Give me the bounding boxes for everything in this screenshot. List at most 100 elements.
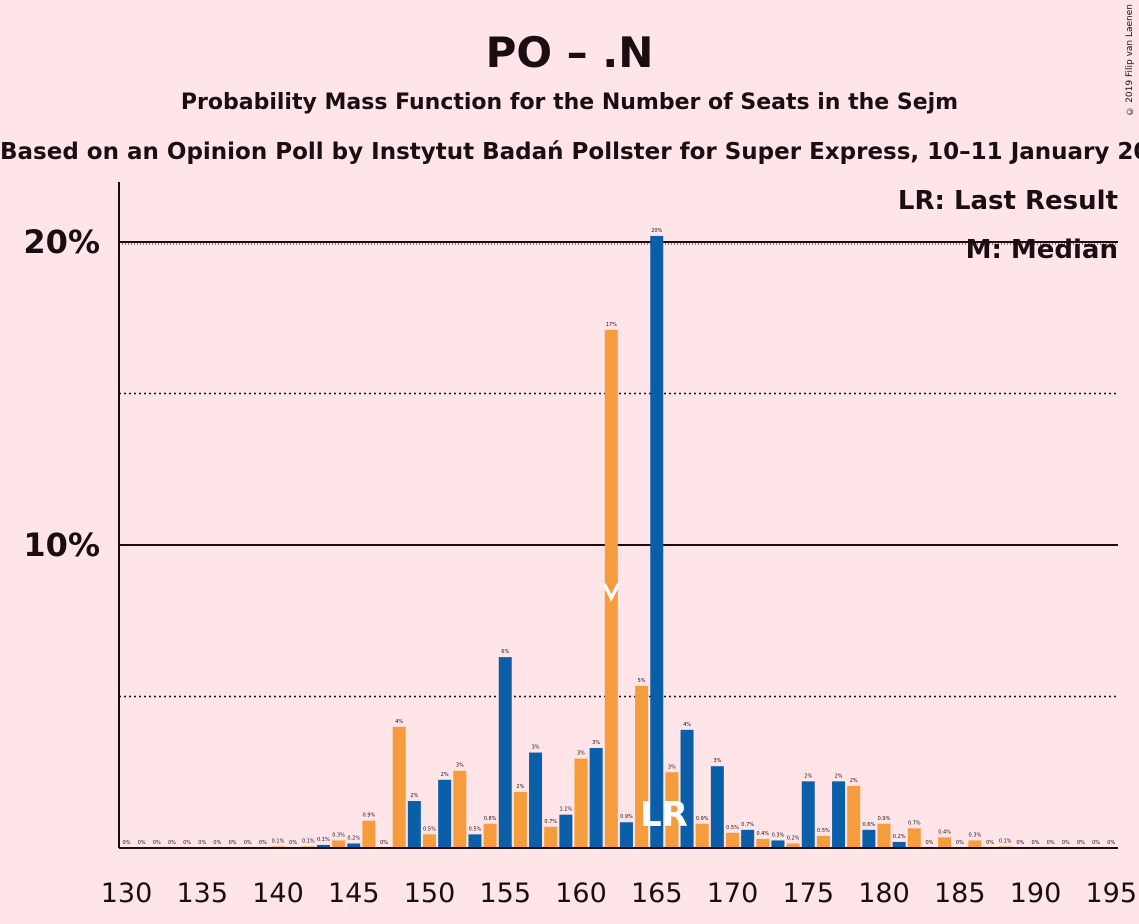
data-label: 0% (259, 840, 267, 846)
x-tick-label: 155 (479, 878, 531, 909)
data-label: 3% (713, 758, 721, 764)
x-tick-label: 170 (707, 878, 759, 909)
data-label: 0.5% (423, 826, 436, 832)
bar-seats-166 (665, 772, 679, 848)
bar-seats-167 (680, 729, 694, 848)
data-label: 0.8% (484, 816, 497, 822)
data-label: 0% (183, 840, 191, 846)
bar-seats-146 (362, 820, 376, 848)
bar-seats-148 (392, 726, 406, 848)
data-label: 0.6% (862, 822, 875, 828)
bar-seats-173 (771, 840, 785, 848)
data-label: 0.4% (756, 831, 769, 837)
bar-seats-177 (832, 781, 846, 848)
data-label: 2% (410, 793, 418, 799)
data-label: 0.3% (332, 832, 345, 838)
bar-seats-152 (453, 770, 467, 848)
bar-seats-176 (816, 835, 830, 848)
data-label: 0% (1092, 840, 1100, 846)
bar-seats-156 (513, 791, 527, 848)
chart-source-subtitle: Based on an Opinion Poll by Instytut Bad… (0, 139, 1139, 165)
data-label: 0.2% (347, 835, 360, 841)
bar-seats-179 (862, 829, 876, 848)
data-label: 0.9% (620, 814, 633, 820)
bar-seats-145 (347, 843, 361, 848)
data-label: 0% (1032, 840, 1040, 846)
data-label: 0.4% (938, 829, 951, 835)
data-label: 3% (592, 740, 600, 746)
data-label: 0.1% (302, 838, 315, 844)
bar-seats-161 (589, 748, 603, 848)
bar-seats-150 (423, 834, 436, 848)
bar-seats-163 (619, 822, 633, 848)
data-label: 0% (213, 840, 221, 846)
bar-seats-157 (529, 752, 543, 848)
data-label: 0.9% (696, 816, 709, 822)
bar-seats-169 (710, 766, 724, 848)
data-label: 0.2% (787, 835, 800, 841)
x-tick-label: 130 (101, 878, 153, 909)
bar-seats-186 (968, 840, 982, 848)
bar-seats-184 (938, 837, 952, 848)
median-marker (602, 583, 620, 602)
data-label: 0% (138, 840, 146, 846)
chart-subtitle: Probability Mass Function for the Number… (180, 90, 959, 115)
data-label: 0% (1062, 840, 1070, 846)
chart-title: PO – .N (485, 28, 654, 77)
x-tick-label: 160 (555, 878, 607, 909)
y-tick-label: 20% (23, 223, 100, 261)
data-label: 0% (123, 840, 131, 846)
x-tick-label: 175 (782, 878, 834, 909)
bar-seats-182 (907, 828, 921, 848)
bar-seats-160 (574, 758, 588, 848)
bar-seats-155 (498, 657, 512, 848)
data-label: 0.5% (469, 826, 482, 832)
bar-seats-151 (438, 779, 452, 848)
data-label: 3% (456, 763, 464, 769)
x-tick-label: 195 (1085, 878, 1137, 909)
bar-seats-159 (559, 814, 573, 848)
bar-seats-154 (483, 823, 497, 848)
grid-lines (119, 241, 1118, 698)
data-label: 0.1% (317, 837, 330, 843)
data-label: 0% (198, 840, 206, 846)
data-label: 2% (835, 773, 843, 779)
data-label: 2% (516, 784, 524, 790)
data-label: 3% (668, 764, 676, 770)
data-label: 4% (395, 719, 403, 725)
data-label: 3% (532, 745, 540, 751)
bar-seats-149 (407, 801, 421, 848)
bar-seats-174 (786, 843, 800, 848)
data-label: 0.2% (893, 834, 906, 840)
data-label: 0% (244, 840, 252, 846)
data-label: 0.7% (741, 822, 754, 828)
y-tick-label: 10% (23, 526, 100, 564)
legend-last-result: LR: Last Result (898, 186, 1118, 216)
x-tick-label: 180 (858, 878, 910, 909)
bar-seats-165 (650, 235, 664, 848)
data-label: 0% (168, 840, 176, 846)
bar-seats-180 (877, 823, 891, 848)
x-tick-label: 165 (631, 878, 683, 909)
bar-seats-181 (892, 841, 906, 848)
data-label: 20% (651, 228, 662, 234)
data-label: 0.3% (969, 832, 982, 838)
data-label: 0.1% (999, 838, 1012, 844)
legend-median: M: Median (966, 235, 1118, 265)
bars-group (271, 235, 1012, 848)
bar-seats-172 (756, 838, 770, 848)
data-label: 17% (606, 322, 617, 328)
data-label: 0.5% (726, 825, 739, 831)
data-label: 2% (804, 773, 812, 779)
data-label: 2% (850, 778, 858, 784)
data-label: 0% (1107, 840, 1115, 846)
bar-seats-158 (544, 826, 558, 848)
data-labels-group: 0% 0% 0% 0% 0% 0% 0% 0% 0% 0% 0.1% 0% 0.1% 0.1%0.3%0.… (123, 228, 1116, 846)
bar-seats-164 (635, 685, 649, 848)
x-tick-label: 135 (176, 878, 228, 909)
axes-group: 10% 20% 130 135 140 145 150 155 160 165 170 175 180 1… (23, 182, 1137, 909)
data-label: 2% (441, 772, 449, 778)
data-label: 0.3% (772, 832, 785, 838)
x-tick-label: 150 (404, 878, 456, 909)
